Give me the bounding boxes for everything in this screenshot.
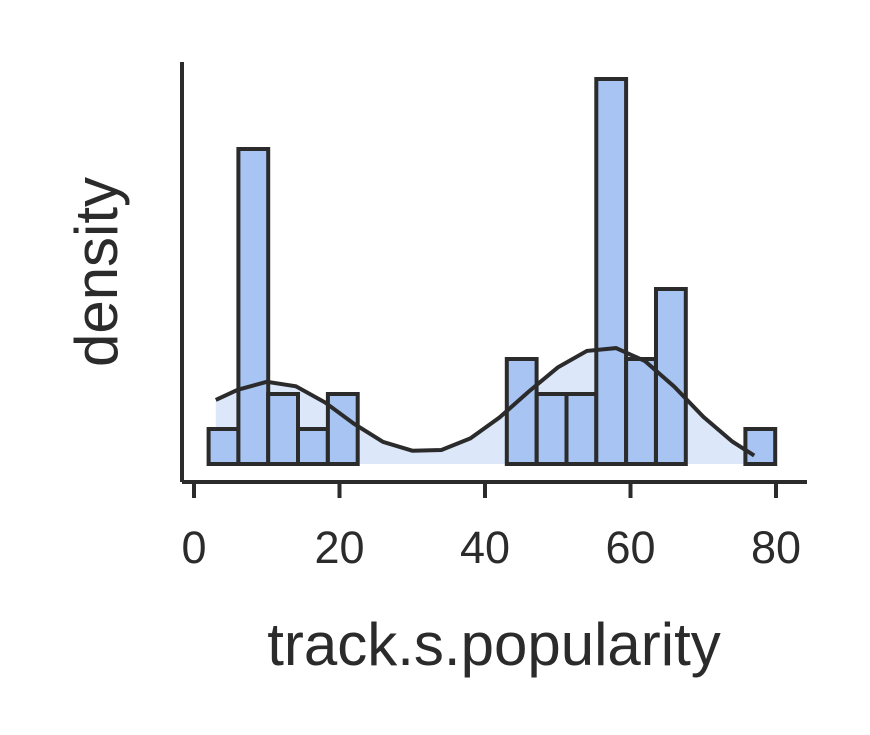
histogram-bar-18 — [743, 427, 778, 466]
kde-curve — [214, 346, 756, 458]
histogram-bar-0 — [206, 427, 241, 466]
x-axis-label: track.s.popularity — [267, 611, 721, 678]
x-tick-label-0: 0 — [181, 522, 206, 573]
histogram-bar-14 — [624, 357, 658, 466]
x-tick-label-20: 20 — [314, 522, 364, 573]
histogram-bar-4 — [325, 392, 360, 466]
histogram-bar-12 — [564, 392, 599, 466]
histogram-bar-13 — [594, 77, 629, 466]
x-tick-label-80: 80 — [751, 522, 801, 573]
histogram-bar-1 — [236, 147, 271, 466]
x-tick-label-60: 60 — [605, 522, 655, 573]
x-axis-ticks: 0 20 40 60 80 — [181, 482, 801, 573]
y-axis-label: density — [63, 177, 130, 367]
plot-area — [206, 77, 778, 466]
x-tick-label-40: 40 — [460, 522, 510, 573]
histogram-bar-10 — [504, 357, 539, 466]
histogram-bar-11 — [534, 392, 569, 466]
histogram-bar-2 — [266, 392, 301, 466]
histogram-bar-3 — [296, 427, 330, 466]
